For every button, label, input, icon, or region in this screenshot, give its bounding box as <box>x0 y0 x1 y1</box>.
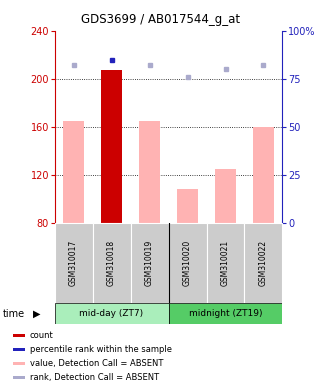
Text: rank, Detection Call = ABSENT: rank, Detection Call = ABSENT <box>30 372 159 382</box>
Text: GDS3699 / AB017544_g_at: GDS3699 / AB017544_g_at <box>81 13 240 26</box>
Bar <box>169 223 206 303</box>
Bar <box>169 303 282 324</box>
Text: GSM310018: GSM310018 <box>107 240 116 286</box>
Bar <box>139 121 160 223</box>
Bar <box>55 223 92 303</box>
Bar <box>13 334 25 337</box>
Text: GSM310020: GSM310020 <box>183 240 192 286</box>
Text: count: count <box>30 331 53 340</box>
Bar <box>177 189 198 223</box>
Text: GSM310017: GSM310017 <box>69 240 78 286</box>
Bar <box>13 348 25 351</box>
Bar <box>55 303 169 324</box>
Bar <box>206 223 245 303</box>
Text: ▶: ▶ <box>33 309 41 319</box>
Text: GSM310019: GSM310019 <box>145 240 154 286</box>
Bar <box>63 121 84 223</box>
Text: midnight (ZT19): midnight (ZT19) <box>189 310 262 318</box>
Text: GSM310022: GSM310022 <box>259 240 268 286</box>
Text: time: time <box>3 309 25 319</box>
Text: GSM310021: GSM310021 <box>221 240 230 286</box>
Text: value, Detection Call = ABSENT: value, Detection Call = ABSENT <box>30 359 163 367</box>
Text: percentile rank within the sample: percentile rank within the sample <box>30 345 172 354</box>
Bar <box>92 223 131 303</box>
Bar <box>131 223 169 303</box>
Bar <box>13 362 25 365</box>
Bar <box>215 169 236 223</box>
Bar <box>245 223 282 303</box>
Bar <box>13 376 25 379</box>
Bar <box>253 127 274 223</box>
Text: mid-day (ZT7): mid-day (ZT7) <box>80 310 143 318</box>
Bar <box>101 70 122 223</box>
